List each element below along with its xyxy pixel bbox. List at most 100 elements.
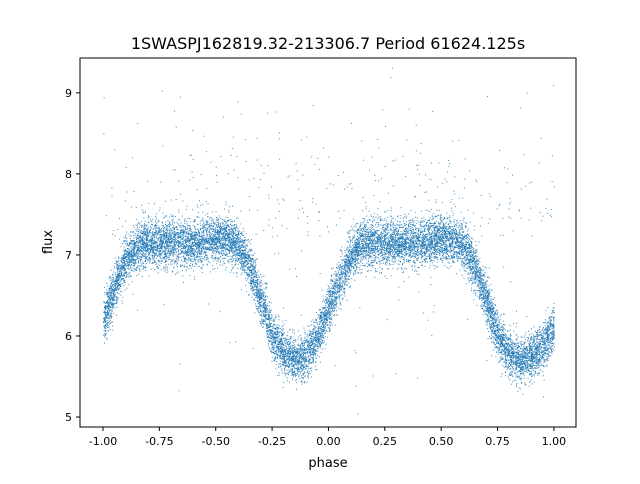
data-point: [108, 291, 110, 293]
data-point: [214, 244, 215, 246]
data-point: [413, 220, 415, 222]
data-point: [130, 252, 132, 254]
data-point: [310, 362, 312, 364]
data-point: [365, 201, 367, 203]
data-point: [283, 364, 285, 366]
data-point: [352, 237, 354, 239]
data-point: [511, 367, 513, 369]
data-point: [165, 225, 167, 227]
data-point: [251, 284, 252, 286]
data-point: [334, 296, 336, 298]
data-point: [544, 344, 546, 346]
data-point: [180, 224, 182, 226]
data-point: [427, 227, 429, 229]
data-point: [382, 259, 384, 261]
data-point: [346, 271, 348, 273]
data-point: [286, 370, 288, 371]
data-point: [260, 322, 262, 324]
data-point: [533, 336, 535, 338]
data-point: [463, 236, 465, 238]
data-point: [440, 244, 442, 246]
data-point: [406, 251, 408, 253]
data-point: [234, 249, 236, 251]
data-point: [167, 245, 169, 247]
data-point: [333, 314, 335, 316]
data-point: [479, 278, 481, 280]
data-point: [371, 245, 373, 247]
data-point: [370, 242, 371, 244]
data-point: [539, 348, 541, 350]
data-point: [136, 258, 138, 260]
data-point: [500, 338, 502, 340]
data-point: [120, 275, 122, 277]
data-point: [249, 280, 251, 282]
data-point: [516, 362, 518, 364]
data-point: [133, 265, 135, 267]
data-point: [267, 342, 269, 344]
data-point: [242, 255, 244, 256]
data-point: [248, 256, 250, 258]
data-point: [307, 350, 308, 352]
data-point: [342, 297, 344, 299]
data-point: [360, 257, 362, 259]
data-point: [344, 272, 346, 274]
data-point: [474, 268, 476, 269]
data-point: [387, 249, 389, 250]
data-point: [518, 359, 520, 361]
data-point: [305, 368, 307, 370]
data-point: [548, 329, 550, 331]
data-point: [317, 347, 319, 349]
data-point: [445, 236, 447, 238]
data-point: [232, 231, 234, 233]
data-point: [424, 228, 426, 229]
data-point: [250, 264, 251, 266]
data-point: [525, 350, 527, 352]
data-point: [307, 360, 309, 362]
data-point: [239, 245, 241, 247]
data-point: [242, 233, 244, 235]
data-point: [168, 247, 170, 249]
data-point: [492, 306, 494, 308]
data-point: [231, 148, 233, 150]
data-point: [301, 370, 303, 372]
data-point: [252, 266, 254, 268]
data-point: [178, 250, 179, 252]
data-point: [155, 233, 157, 235]
data-point: [142, 232, 144, 234]
data-point: [468, 252, 470, 254]
data-point: [313, 325, 315, 326]
data-point: [208, 249, 210, 251]
data-point: [158, 210, 160, 212]
data-point: [271, 356, 273, 358]
data-point: [432, 111, 434, 112]
data-point: [167, 247, 169, 249]
data-point: [169, 223, 170, 225]
data-point: [449, 232, 451, 234]
data-point: [231, 234, 233, 236]
data-point: [472, 253, 474, 255]
data-point: [261, 289, 263, 290]
data-point: [495, 312, 497, 314]
data-point: [303, 358, 305, 360]
data-point: [358, 229, 360, 231]
data-point: [181, 264, 183, 266]
data-point: [530, 360, 532, 362]
data-point: [551, 331, 553, 333]
data-point: [451, 245, 453, 247]
data-point: [114, 300, 116, 302]
data-point: [359, 239, 361, 241]
data-point: [340, 302, 342, 304]
data-point: [403, 242, 405, 244]
data-point: [291, 375, 293, 376]
data-point: [254, 260, 256, 262]
data-point: [283, 357, 285, 359]
data-point: [233, 250, 235, 252]
data-point: [512, 381, 513, 383]
data-point: [430, 276, 432, 278]
data-point: [416, 237, 417, 239]
data-point: [233, 226, 235, 228]
data-point: [157, 238, 159, 240]
data-point: [226, 267, 228, 269]
data-point: [308, 349, 310, 351]
data-point: [206, 224, 208, 226]
